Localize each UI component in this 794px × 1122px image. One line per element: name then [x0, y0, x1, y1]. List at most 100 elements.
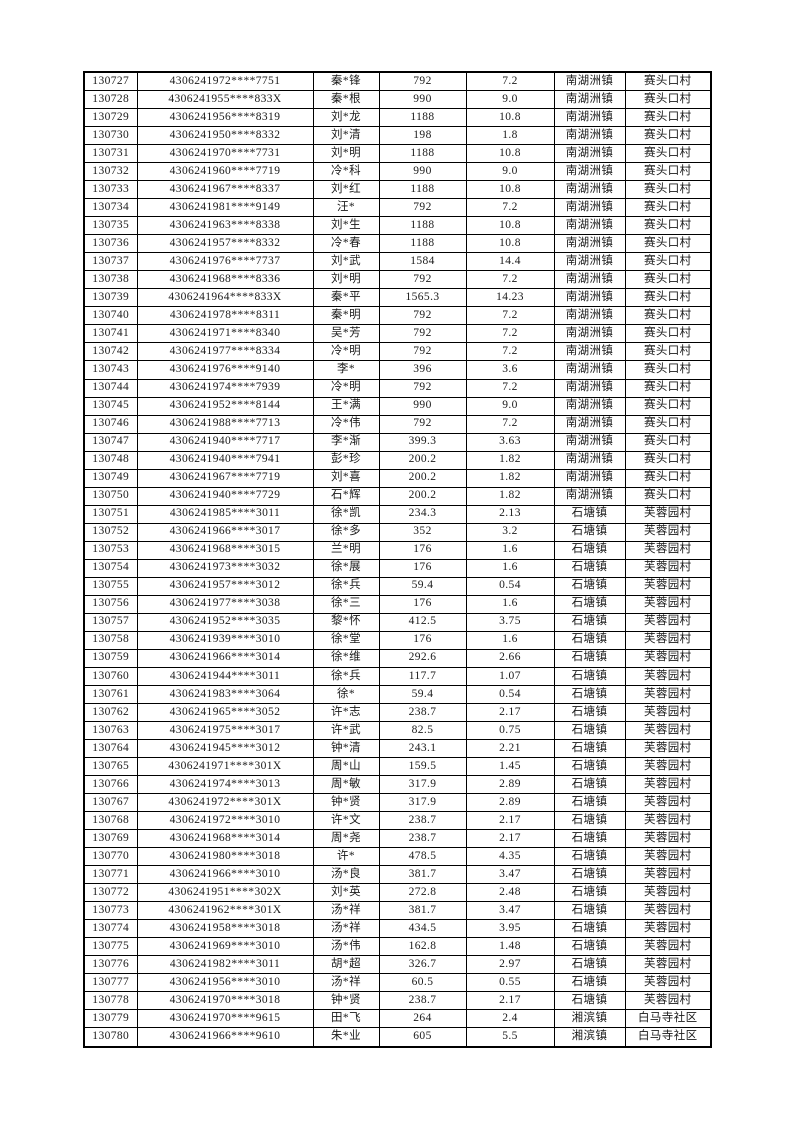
- cell-id-number: 4306241964****833X: [136, 288, 314, 308]
- cell-serial-no: 130748: [83, 450, 138, 470]
- cell-town: 南湖洲镇: [553, 378, 626, 398]
- cell-name: 秦*平: [312, 288, 380, 308]
- cell-serial-no: 130739: [83, 288, 138, 308]
- cell-village: 赛头口村: [624, 270, 712, 290]
- cell-amount: 792: [378, 306, 467, 326]
- cell-id-number: 4306241971****301X: [136, 756, 314, 776]
- cell-name: 钟*贤: [312, 792, 380, 812]
- cell-id-number: 4306241965****3052: [136, 702, 314, 722]
- cell-town: 石塘镇: [553, 738, 626, 758]
- cell-village: 赛头口村: [624, 486, 712, 506]
- cell-town: 南湖洲镇: [553, 108, 626, 128]
- cell-village: 芙蓉园村: [624, 594, 712, 614]
- cell-rate: 0.54: [465, 576, 555, 596]
- table-row: 130738 4306241968****8336 刘*明 792 7.2 南湖洲镇 赛头口…: [83, 270, 712, 290]
- cell-town: 南湖洲镇: [553, 71, 626, 92]
- cell-amount: 1188: [378, 108, 467, 128]
- cell-town: 石塘镇: [553, 630, 626, 650]
- cell-id-number: 4306241958****3018: [136, 918, 314, 938]
- cell-name: 刘*武: [312, 252, 380, 272]
- cell-id-number: 4306241967****7719: [136, 468, 314, 488]
- cell-amount: 117.7: [378, 666, 467, 686]
- cell-village: 芙蓉园村: [624, 504, 712, 524]
- cell-rate: 2.17: [465, 991, 555, 1011]
- cell-amount: 1188: [378, 216, 467, 236]
- cell-serial-no: 130740: [83, 306, 138, 326]
- table-row: 130749 4306241967****7719 刘*喜 200.2 1.82 南湖洲镇…: [83, 468, 712, 488]
- cell-village: 芙蓉园村: [624, 576, 712, 596]
- cell-id-number: 4306241977****3038: [136, 594, 314, 614]
- cell-town: 石塘镇: [553, 954, 626, 975]
- cell-serial-no: 130732: [83, 162, 138, 182]
- cell-village: 芙蓉园村: [624, 648, 712, 668]
- table-row: 130743 4306241976****9140 李* 396 3.6 南湖洲镇 赛头口村: [83, 360, 712, 380]
- cell-village: 赛头口村: [624, 414, 712, 434]
- cell-serial-no: 130772: [83, 882, 138, 902]
- cell-town: 南湖洲镇: [553, 450, 626, 470]
- cell-serial-no: 130734: [83, 198, 138, 218]
- cell-village: 芙蓉园村: [624, 882, 712, 902]
- cell-rate: 0.75: [465, 720, 555, 740]
- cell-town: 石塘镇: [553, 504, 626, 524]
- cell-id-number: 4306241981****9149: [136, 198, 314, 218]
- cell-town: 石塘镇: [553, 666, 626, 686]
- cell-town: 南湖洲镇: [553, 432, 626, 452]
- cell-rate: 10.8: [465, 216, 555, 236]
- cell-name: 刘*明: [312, 144, 380, 164]
- cell-id-number: 4306241957****3012: [136, 576, 314, 596]
- cell-id-number: 4306241970****9615: [136, 1009, 314, 1029]
- cell-name: 田*飞: [312, 1009, 380, 1029]
- cell-amount: 176: [378, 630, 467, 650]
- cell-serial-no: 130754: [83, 558, 138, 578]
- cell-id-number: 4306241940****7729: [136, 486, 314, 506]
- table-row: 130775 4306241969****3010 汤*伟 162.8 1.48 石塘镇芙…: [83, 936, 712, 957]
- table-row: 130753 4306241968****3015 兰*明 176 1.6 石塘镇 芙蓉园村: [83, 540, 712, 560]
- cell-village: 赛头口村: [624, 90, 712, 110]
- cell-rate: 9.0: [465, 90, 555, 110]
- cell-village: 赛头口村: [624, 126, 712, 146]
- cell-rate: 3.95: [465, 918, 555, 938]
- cell-amount: 243.1: [378, 738, 467, 758]
- cell-town: 南湖洲镇: [553, 198, 626, 218]
- cell-amount: 60.5: [378, 973, 467, 993]
- cell-town: 石塘镇: [553, 991, 626, 1011]
- cell-rate: 1.82: [465, 486, 555, 506]
- cell-amount: 792: [378, 414, 467, 434]
- cell-amount: 200.2: [378, 468, 467, 488]
- cell-id-number: 4306241972****3010: [136, 810, 314, 830]
- cell-id-number: 4306241976****9140: [136, 360, 314, 380]
- cell-id-number: 4306241966****3014: [136, 648, 314, 668]
- cell-village: 芙蓉园村: [624, 973, 712, 993]
- cell-rate: 1.6: [465, 630, 555, 650]
- cell-serial-no: 130730: [83, 126, 138, 146]
- cell-serial-no: 130746: [83, 414, 138, 434]
- cell-town: 石塘镇: [553, 828, 626, 848]
- cell-rate: 10.8: [465, 180, 555, 200]
- cell-village: 芙蓉园村: [624, 756, 712, 776]
- table-row: 130761 4306241983****3064 徐* 59.4 0.54 石塘镇 芙蓉园…: [83, 684, 712, 704]
- cell-rate: 7.2: [465, 306, 555, 326]
- cell-rate: 1.82: [465, 450, 555, 470]
- cell-id-number: 4306241940****7941: [136, 450, 314, 470]
- cell-id-number: 4306241970****3018: [136, 991, 314, 1011]
- cell-serial-no: 130764: [83, 738, 138, 758]
- cell-town: 南湖洲镇: [553, 342, 626, 362]
- cell-serial-no: 130761: [83, 684, 138, 704]
- cell-amount: 238.7: [378, 828, 467, 848]
- cell-rate: 3.75: [465, 612, 555, 632]
- cell-town: 南湖洲镇: [553, 360, 626, 380]
- table-row: 130771 4306241966****3010 汤*良 381.7 3.47 石塘镇芙…: [83, 864, 712, 884]
- cell-amount: 352: [378, 522, 467, 542]
- cell-town: 南湖洲镇: [553, 144, 626, 164]
- cell-amount: 381.7: [378, 864, 467, 884]
- table-row: 130754 4306241973****3032 徐*展 176 1.6 石塘镇 芙蓉园村: [83, 558, 712, 578]
- cell-id-number: 4306241944****3011: [136, 666, 314, 686]
- cell-rate: 1.6: [465, 540, 555, 560]
- table-row: 130779 4306241970****9615 田*飞 264 2.4 湘滨镇 白马寺社…: [83, 1009, 712, 1029]
- cell-town: 南湖洲镇: [553, 252, 626, 272]
- table-row: 130750 4306241940****7729 石*辉 200.2 1.82 南湖洲镇…: [83, 486, 712, 506]
- cell-serial-no: 130745: [83, 396, 138, 416]
- cell-rate: 2.97: [465, 954, 555, 975]
- cell-village: 赛头口村: [624, 342, 712, 362]
- cell-village: 芙蓉园村: [624, 684, 712, 704]
